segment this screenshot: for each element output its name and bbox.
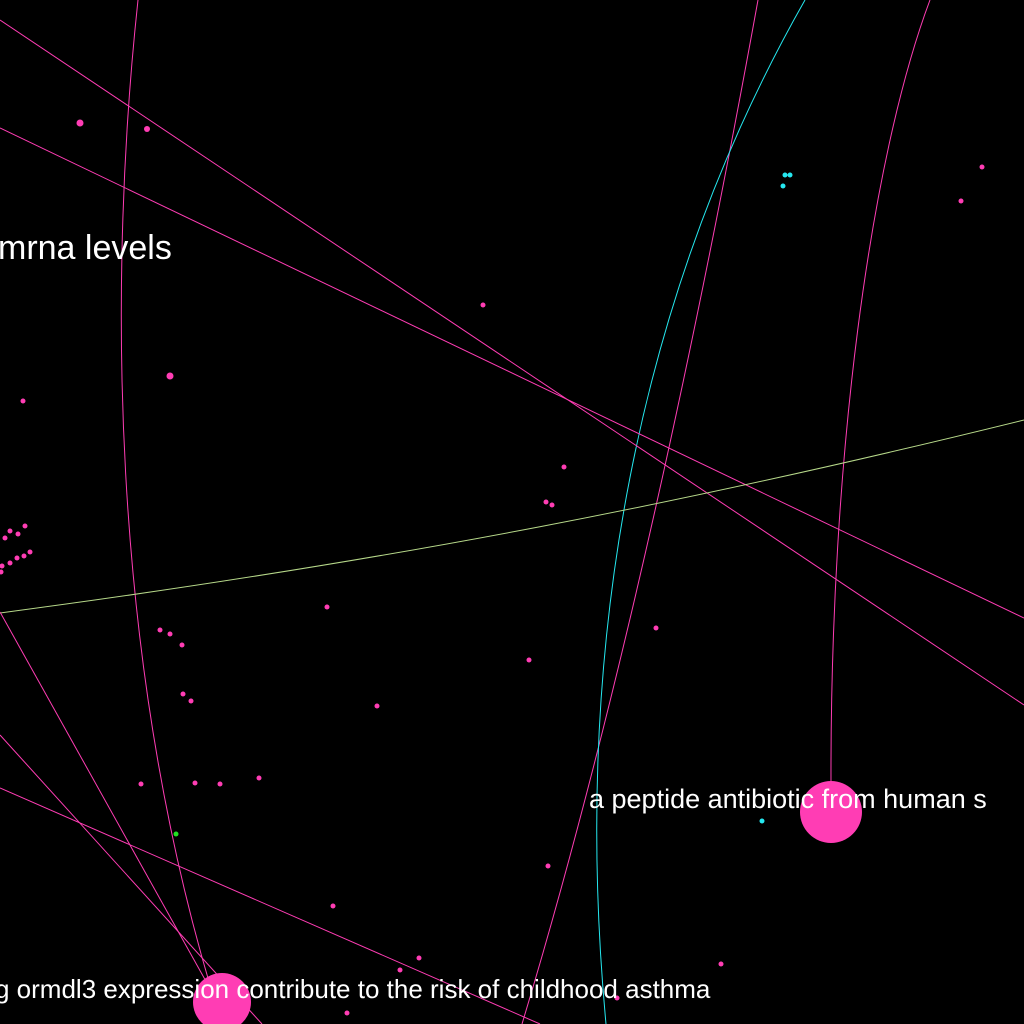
graph-edge: [0, 787, 541, 1024]
large-node[interactable]: [193, 973, 251, 1024]
small-node[interactable]: [188, 698, 194, 704]
small-node[interactable]: [561, 464, 567, 470]
big-node-layer: [193, 781, 862, 1024]
small-node[interactable]: [324, 604, 330, 610]
small-node[interactable]: [979, 164, 985, 170]
node-label: a peptide antibiotic from human s: [589, 784, 987, 814]
small-node[interactable]: [217, 781, 223, 787]
node-label: g ormdl3 expression contribute to the ri…: [0, 974, 711, 1004]
label-layer: mrna levels a peptide antibiotic from hu…: [0, 229, 987, 1004]
small-node[interactable]: [653, 625, 659, 631]
graph-edge: [0, 419, 1024, 614]
small-node[interactable]: [20, 398, 26, 404]
small-node[interactable]: [416, 955, 422, 961]
small-node[interactable]: [7, 560, 13, 566]
small-node[interactable]: [759, 818, 765, 824]
small-node[interactable]: [21, 553, 27, 559]
small-node[interactable]: [192, 780, 198, 786]
small-node[interactable]: [330, 903, 336, 909]
small-node[interactable]: [549, 502, 555, 508]
small-node[interactable]: [344, 1010, 350, 1016]
small-node-layer: [0, 119, 985, 1016]
graph-edge: [0, 127, 1024, 619]
small-node[interactable]: [397, 967, 403, 973]
small-node[interactable]: [374, 703, 380, 709]
small-node[interactable]: [718, 961, 724, 967]
small-node[interactable]: [14, 555, 20, 561]
graph-edge: [0, 611, 223, 1011]
small-node[interactable]: [15, 531, 21, 537]
small-node[interactable]: [157, 627, 163, 633]
small-node[interactable]: [787, 172, 793, 178]
small-node[interactable]: [526, 657, 532, 663]
large-node[interactable]: [800, 781, 862, 843]
small-node[interactable]: [179, 642, 185, 648]
small-node[interactable]: [780, 183, 786, 189]
graph-edge: [521, 0, 759, 1024]
small-node[interactable]: [22, 523, 28, 529]
small-node[interactable]: [138, 781, 144, 787]
graph-edge: [120, 0, 223, 1024]
small-node[interactable]: [180, 691, 186, 697]
small-node[interactable]: [27, 549, 33, 555]
small-node[interactable]: [7, 528, 13, 534]
graph-edge: [0, 19, 1024, 706]
node-label: mrna levels: [0, 229, 172, 267]
small-node[interactable]: [545, 863, 551, 869]
small-node[interactable]: [0, 569, 4, 575]
small-node[interactable]: [76, 119, 84, 127]
small-node[interactable]: [166, 372, 174, 380]
small-node[interactable]: [2, 535, 8, 541]
small-node[interactable]: [958, 198, 964, 204]
graph-edge: [596, 0, 806, 1024]
small-node[interactable]: [782, 172, 788, 178]
small-node[interactable]: [614, 995, 620, 1001]
small-node[interactable]: [480, 302, 486, 308]
small-node[interactable]: [543, 499, 549, 505]
small-node[interactable]: [256, 775, 262, 781]
small-node[interactable]: [144, 126, 150, 132]
small-node[interactable]: [167, 631, 173, 637]
small-node[interactable]: [173, 831, 179, 837]
small-node[interactable]: [0, 563, 5, 569]
graph-edge: [830, 0, 931, 786]
